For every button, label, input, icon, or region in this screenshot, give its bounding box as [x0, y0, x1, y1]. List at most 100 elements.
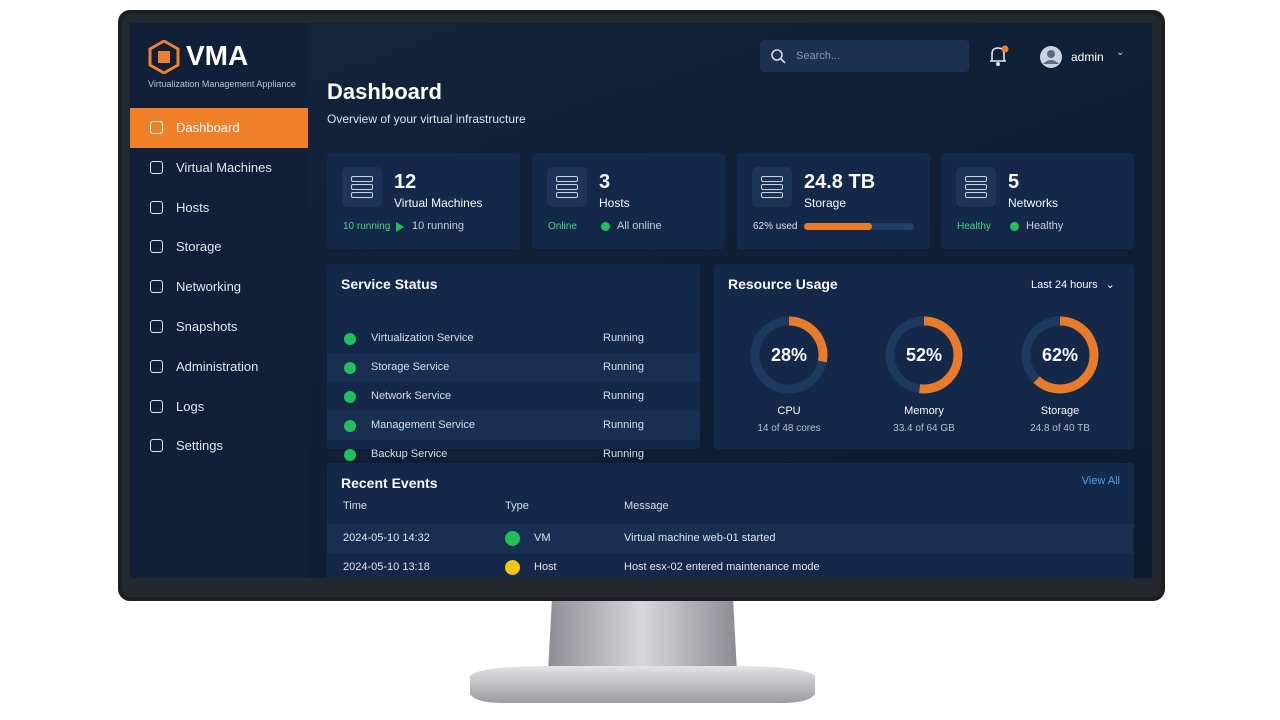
nav-item[interactable]: Hosts [130, 188, 308, 228]
card-label: Hosts [599, 196, 630, 210]
card-icon [956, 167, 996, 207]
tagline: Virtualization Management Appliance [148, 79, 296, 89]
status-dot [344, 420, 356, 432]
screen: VMA Virtualization Management Appliance … [130, 23, 1152, 578]
nav-item[interactable]: Dashboard [130, 108, 308, 148]
nav-item[interactable]: Administration [130, 347, 308, 387]
service-name: Virtualization Service [371, 332, 474, 344]
event-row: 2024-05-10 14:32 VM Virtual machine web-01… [327, 524, 1134, 553]
nav-label: Virtual Machines [176, 159, 272, 175]
service-name: Management Service [371, 419, 475, 431]
nav-icon [150, 359, 163, 373]
service-name: Backup Service [371, 448, 448, 460]
stat-card: 3 Hosts Online All online [532, 153, 725, 249]
nav-item[interactable]: Settings [130, 426, 308, 466]
status-dot [601, 222, 610, 231]
card-label: Virtual Machines [394, 196, 483, 210]
search-icon [771, 49, 786, 64]
service-row: Backup Service Running [327, 440, 700, 469]
nav-icon [150, 240, 163, 254]
event-type-icon [505, 531, 520, 546]
nav-item[interactable]: Snapshots [130, 307, 308, 347]
avatar [1040, 46, 1062, 68]
gauge-label: 28% [771, 345, 807, 365]
page-title: Dashboard [327, 79, 442, 104]
event-message: Host esx-02 entered maintenance mode [624, 561, 820, 573]
card-value: 12 [394, 171, 417, 193]
nav-item[interactable]: Networking [130, 267, 308, 307]
card-tag: 62% used [753, 221, 798, 232]
status-dot [344, 391, 356, 403]
card-label: Storage [804, 196, 847, 210]
service-name: Storage Service [371, 361, 450, 373]
nav-item[interactable]: Virtual Machines [130, 148, 308, 188]
stat-card: 24.8 TB Storage 62% used [737, 153, 930, 249]
icon-bar [965, 192, 987, 198]
notification-bell[interactable] [988, 45, 1010, 67]
search-placeholder: Search... [796, 50, 841, 62]
event-time: 2024-05-10 14:32 [343, 532, 430, 544]
range-select[interactable]: Last 24 hours ⌄ [1031, 278, 1115, 291]
panel-title: Recent Events [341, 475, 438, 491]
card-value: 3 [599, 171, 611, 193]
nav-item[interactable]: Logs [130, 387, 308, 427]
gauge-name: CPU [777, 405, 801, 417]
gauge-name: Storage [1040, 405, 1080, 417]
card-tag: 10 running [343, 221, 391, 232]
status-dot [1010, 222, 1019, 231]
nav-icon [150, 121, 163, 134]
usage-bar [804, 223, 873, 230]
nav-icon [150, 200, 163, 214]
username: admin [1071, 50, 1104, 64]
service-status-panel: Service Status Virtualization Service Run… [327, 264, 700, 461]
card-icon [342, 167, 382, 207]
nav-label: Settings [176, 438, 223, 454]
service-name: Network Service [371, 390, 452, 402]
event-row: 2024-05-10 13:18 Host Host esx-02 entered … [327, 553, 1134, 578]
gauge: 52% [885, 316, 963, 394]
resource-usage-panel: Resource Usage Last 24 hours ⌄ 28% CPU 14 o… [714, 264, 1134, 449]
gauge: 28% [750, 316, 828, 394]
gauge-arc [750, 316, 828, 394]
nav-label: Hosts [176, 199, 210, 215]
icon-bar [351, 192, 373, 198]
icon-bar [965, 184, 987, 190]
page-subtitle: Overview of your virtual infrastructure [327, 112, 526, 126]
nav-label: Storage [176, 239, 222, 255]
nav-icon [150, 439, 163, 453]
card-status: 10 running [412, 220, 464, 232]
range-label: Last 24 hours [1031, 279, 1098, 291]
icon-bar [761, 176, 783, 182]
icon-bar [761, 192, 783, 198]
nav-icon [150, 399, 163, 413]
service-row: Management Service Running [327, 411, 700, 440]
logo: VMA [186, 40, 249, 71]
icon-bar [556, 192, 578, 198]
gauge-label: 52% [906, 345, 942, 365]
service-status: Running [603, 361, 644, 373]
card-value: 24.8 TB [804, 171, 876, 193]
service-row: Network Service Running [327, 382, 700, 411]
recent-events-panel: Recent Events View All Time Type Message 20… [327, 463, 1134, 578]
event-type-icon [505, 560, 520, 575]
gauge-detail: 14 of 48 cores [757, 423, 821, 434]
event-type: VM [534, 532, 551, 544]
card-tag: Online [548, 221, 577, 232]
nav-icon [150, 160, 163, 174]
card-icon [752, 167, 792, 207]
nav-label: Administration [176, 358, 259, 374]
sidebar: VMA Virtualization Management Appliance … [130, 23, 308, 578]
service-status: Running [603, 332, 644, 344]
card-status: Healthy [1026, 220, 1064, 232]
gauge-label: 62% [1042, 345, 1078, 365]
search-box[interactable]: Search... [760, 40, 969, 72]
stat-card: 12 Virtual Machines 10 running 10 running [327, 153, 520, 249]
gauge-name: Memory [904, 405, 944, 417]
card-value: 5 [1008, 171, 1020, 193]
gauge-detail: 24.8 of 40 TB [1030, 423, 1090, 434]
nav-item[interactable]: Storage [130, 227, 308, 267]
user-menu[interactable]: admin ⌄ [1038, 43, 1134, 71]
view-all-link[interactable]: View All [1081, 475, 1120, 487]
column-header: Type [505, 500, 529, 512]
